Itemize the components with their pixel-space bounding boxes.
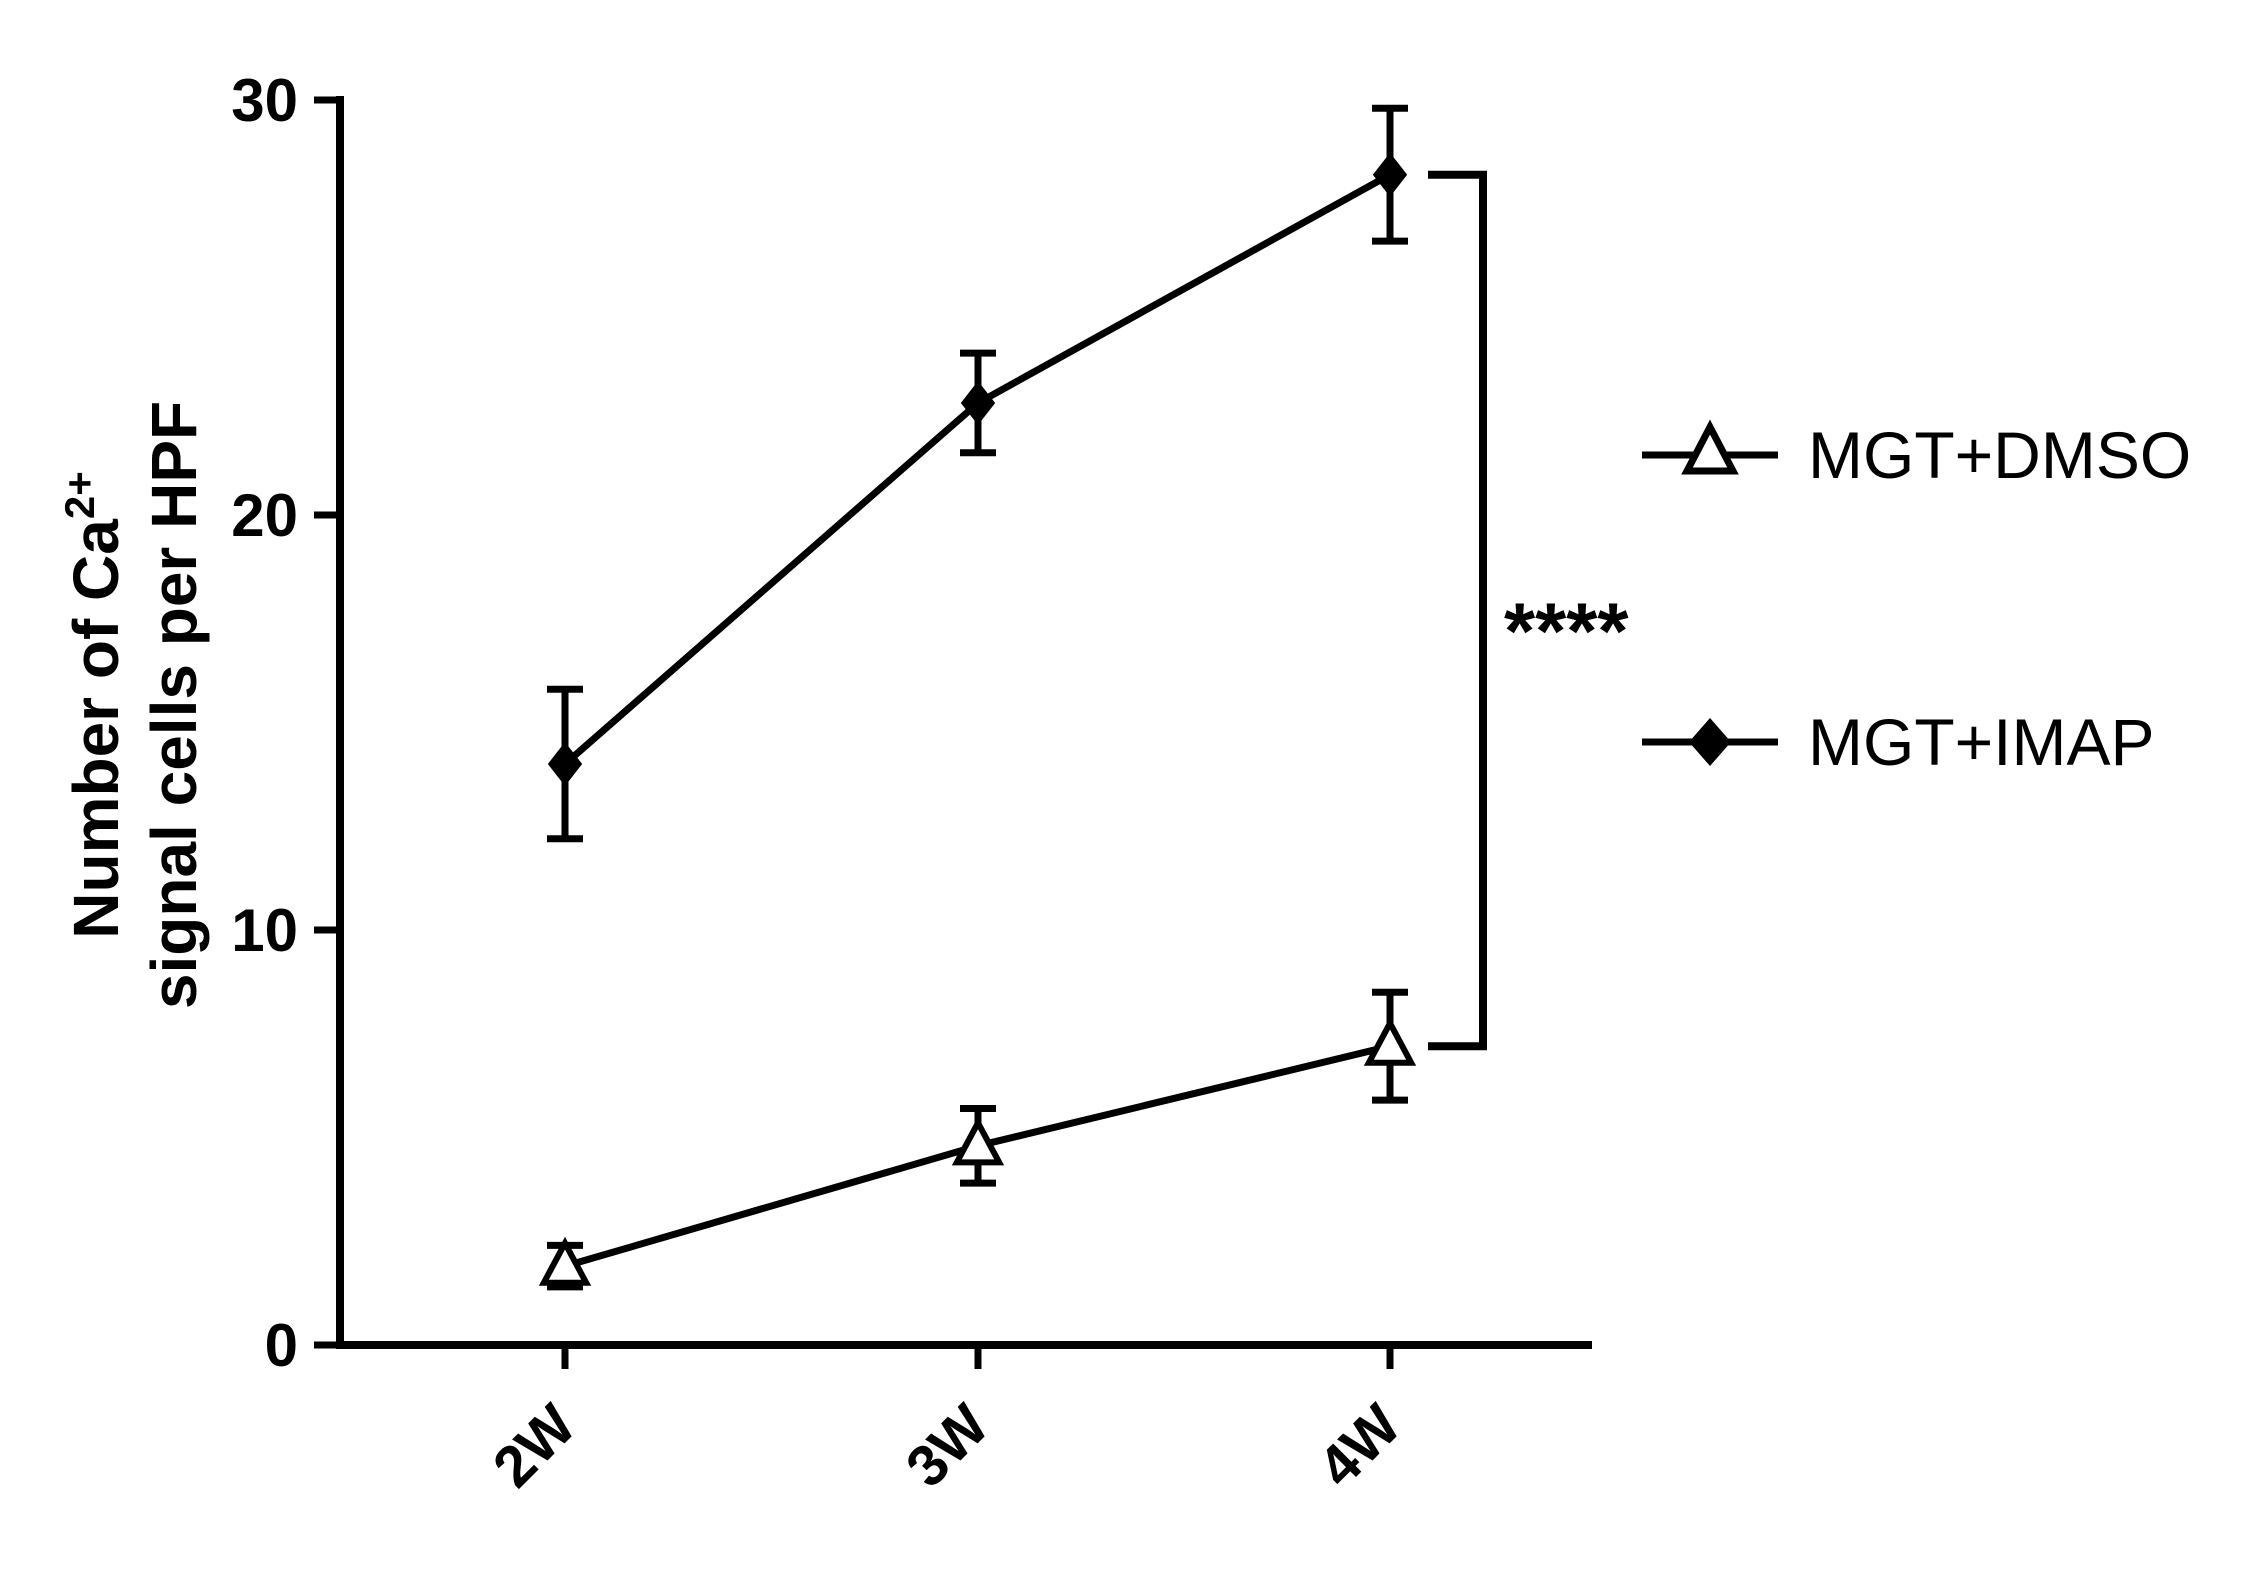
y-axis-title-line2: signal cells per HPF — [138, 401, 210, 1009]
series-MGT+DMSO — [538, 988, 1417, 1291]
open-triangle-marker — [1363, 1016, 1417, 1066]
y-tick-label: 20 — [231, 482, 298, 549]
series-MGT+IMAP — [547, 104, 1408, 843]
x-tick-label: 3W — [894, 1392, 1002, 1500]
filled-diamond-marker — [960, 380, 996, 425]
axes — [336, 96, 1592, 1349]
significance-bracket: **** — [1428, 170, 1629, 1051]
legend-item-mgt-dmso: MGT+DMSO — [1640, 413, 2191, 497]
filled-diamond-marker — [547, 742, 583, 786]
y-axis-title-line1: Number of Ca2+ — [56, 471, 132, 938]
open-triangle-icon — [1642, 419, 1778, 475]
x-axis-ticks: 2W 3W 4W — [481, 1345, 1414, 1500]
y-axis-ticks: 0 10 20 30 — [231, 67, 340, 1379]
y-tick-label: 0 — [265, 1312, 298, 1379]
x-tick-label: 2W — [481, 1392, 589, 1500]
filled-diamond-icon — [1642, 718, 1778, 766]
open-triangle-marker — [538, 1236, 592, 1286]
filled-diamond-marker — [1372, 152, 1408, 197]
y-tick-label: 30 — [231, 67, 298, 134]
legend-label-mgt-dmso: MGT+DMSO — [1808, 418, 2192, 492]
series-line — [562, 171, 1392, 767]
significance-stars: **** — [1504, 586, 1629, 675]
legend-label-mgt-imap: MGT+IMAP — [1808, 705, 2155, 779]
legend-item-mgt-imap: MGT+IMAP — [1640, 700, 2155, 784]
y-tick-label: 10 — [231, 897, 298, 964]
x-tick-label: 4W — [1306, 1392, 1414, 1500]
open-triangle-marker — [951, 1116, 1005, 1166]
